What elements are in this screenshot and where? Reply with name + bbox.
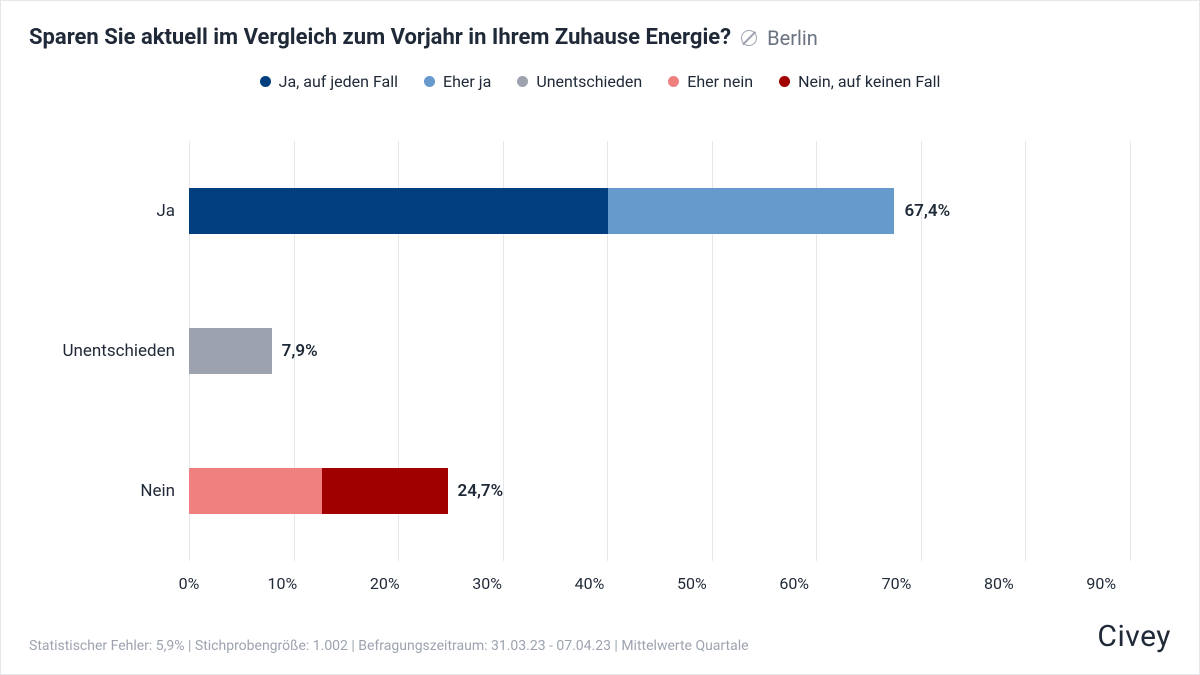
- legend-item: Eher nein: [668, 72, 753, 91]
- bar-value-label: 24,7%: [458, 481, 504, 501]
- legend-item: Unentschieden: [517, 72, 642, 91]
- bars-group: 67,4% 7,9% 24,7%: [189, 141, 1131, 561]
- bar-segment: [322, 468, 448, 514]
- x-tick-label: 0%: [179, 574, 200, 593]
- x-tick-label: 30%: [472, 574, 502, 593]
- bar-segment: [608, 188, 895, 234]
- chart-subtitle: Berlin: [767, 26, 818, 50]
- y-axis-labels: Ja Unentschieden Nein: [29, 121, 189, 611]
- bar-segment: [189, 188, 608, 234]
- legend-item: Ja, auf jeden Fall: [260, 72, 398, 91]
- legend-swatch: [517, 76, 528, 87]
- y-axis-label: Ja: [156, 181, 175, 241]
- legend-item: Eher ja: [424, 72, 491, 91]
- plot-area: 67,4%7,9%24,7% 0%10%20%30%40%50%60%70%80…: [189, 121, 1171, 611]
- bar-row: 7,9%: [189, 321, 1131, 381]
- chart-legend: Ja, auf jeden Fall Eher ja Unentschieden Eh…: [29, 72, 1171, 91]
- x-tick-label: 90%: [1086, 574, 1116, 593]
- legend-swatch: [260, 76, 271, 87]
- bar-segment: [189, 468, 322, 514]
- x-tick-label: 10%: [268, 574, 298, 593]
- x-tick-label: 80%: [984, 574, 1014, 593]
- filter-icon: [741, 30, 757, 46]
- brand-logo: Civey: [1097, 619, 1171, 654]
- bar-stack: [189, 328, 272, 374]
- bar-value-label: 67,4%: [904, 201, 950, 221]
- chart-area: Ja Unentschieden Nein 67,4% 7,9% 24,7% 0% 10%…: [29, 121, 1171, 611]
- x-tick-label: 20%: [370, 574, 400, 593]
- legend-label: Ja, auf jeden Fall: [279, 72, 398, 91]
- x-tick-label: 70%: [882, 574, 912, 593]
- legend-swatch: [424, 76, 435, 87]
- legend-item: Nein, auf keinen Fall: [779, 72, 940, 91]
- x-tick-label: 40%: [575, 574, 605, 593]
- y-axis-label: Nein: [140, 461, 175, 521]
- x-tick-label: 50%: [677, 574, 707, 593]
- legend-label: Nein, auf keinen Fall: [798, 72, 940, 91]
- chart-meta: Statistischer Fehler: 5,9% | Stichproben…: [29, 638, 749, 654]
- chart-header: Sparen Sie aktuell im Vergleich zum Vorj…: [29, 25, 1171, 50]
- legend-label: Eher ja: [443, 72, 491, 91]
- bar-segment: [189, 328, 272, 374]
- bar-value-label: 7,9%: [282, 341, 318, 361]
- chart-container: Sparen Sie aktuell im Vergleich zum Vorj…: [1, 1, 1199, 674]
- legend-label: Eher nein: [687, 72, 753, 91]
- chart-footer: Statistischer Fehler: 5,9% | Stichproben…: [29, 619, 1171, 654]
- legend-swatch: [668, 76, 679, 87]
- bar-stack: [189, 188, 894, 234]
- x-tick-label: 60%: [779, 574, 809, 593]
- x-axis: 0%10%20%30%40%50%60%70%80%90%: [189, 574, 1131, 593]
- chart-title: Sparen Sie aktuell im Vergleich zum Vorj…: [29, 25, 731, 50]
- y-axis-label: Unentschieden: [62, 321, 175, 381]
- legend-swatch: [779, 76, 790, 87]
- bar-row: 24,7%: [189, 461, 1131, 521]
- legend-label: Unentschieden: [536, 72, 642, 91]
- bar-row: 67,4%: [189, 181, 1131, 241]
- bar-stack: [189, 468, 448, 514]
